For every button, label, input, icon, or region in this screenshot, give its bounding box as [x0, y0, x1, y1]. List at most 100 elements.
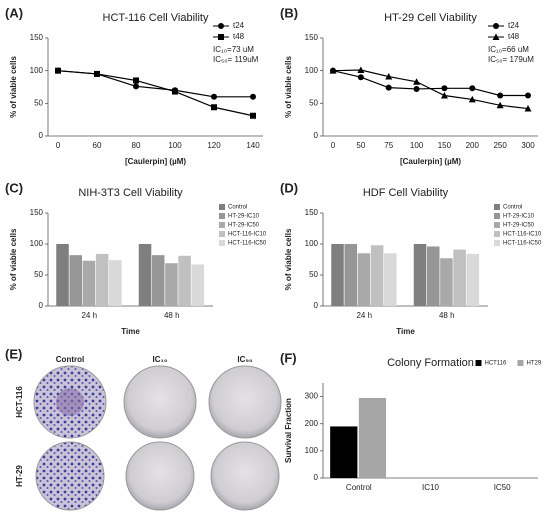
plate	[35, 441, 105, 511]
line	[332, 70, 528, 97]
marker	[218, 34, 224, 40]
legend-swatch	[219, 240, 225, 246]
y-tick-label: 0	[314, 131, 319, 140]
bar	[331, 244, 344, 306]
legend-label: t48	[233, 32, 245, 41]
legend-label: t24	[233, 21, 245, 30]
marker	[440, 91, 448, 99]
panel-label: (D)	[280, 180, 298, 195]
legend-swatch	[494, 231, 500, 237]
bar	[56, 244, 69, 306]
marker	[172, 88, 178, 95]
panel-label: (C)	[5, 180, 23, 195]
marker	[496, 101, 504, 109]
x-tick-label: 150	[438, 141, 452, 150]
legend-swatch	[517, 360, 524, 366]
y-tick-label: 0	[314, 301, 319, 310]
legend-swatch	[219, 222, 225, 228]
bar	[344, 244, 357, 306]
column-label: IC₅₀	[237, 355, 253, 364]
marker	[525, 92, 531, 99]
legend-swatch	[494, 213, 500, 219]
x-tick-label: Control	[346, 483, 372, 492]
marker	[94, 70, 100, 77]
panel-label: (B)	[280, 5, 298, 20]
y-tick-label: 50	[309, 98, 318, 107]
marker	[497, 92, 504, 99]
x-tick-label: 75	[384, 141, 393, 150]
x-tick-label: 250	[493, 141, 507, 150]
y-tick-label: 150	[305, 208, 319, 217]
x-tick-label: 100	[410, 141, 424, 150]
x-tick-label: 24 h	[81, 311, 97, 320]
x-tick-label: 100	[168, 141, 182, 150]
bar	[358, 397, 387, 478]
legend-label: HCT-116-IC50	[228, 241, 267, 247]
bar	[109, 260, 122, 306]
legend-label: HCT116	[485, 361, 508, 367]
bar	[330, 426, 358, 478]
line	[57, 70, 254, 117]
plate	[210, 441, 280, 511]
legend-label: HCT-116-IC10	[503, 232, 542, 238]
bar	[426, 246, 440, 306]
bar	[466, 253, 480, 306]
legend-label: HT-29-IC10	[503, 214, 535, 220]
y-tick-label: 100	[30, 239, 44, 248]
marker	[413, 78, 421, 85]
plate-center	[56, 388, 84, 416]
bar	[191, 264, 205, 306]
y-tick-label: 150	[30, 208, 44, 217]
y-tick-label: 50	[34, 270, 43, 279]
y-tick-label: 0	[39, 131, 44, 140]
x-tick-label: IC10	[422, 483, 439, 492]
legend-label: t48	[508, 32, 520, 41]
y-tick-label: 100	[30, 66, 44, 75]
marker	[385, 73, 393, 80]
legend-swatch	[219, 204, 225, 210]
marker	[385, 84, 392, 91]
legend-swatch	[219, 231, 225, 237]
marker	[250, 112, 256, 119]
bar	[357, 253, 371, 306]
legend-label: Control	[228, 205, 247, 211]
row-label: HT-29	[15, 465, 24, 487]
legend-swatch	[494, 240, 500, 246]
y-axis-label: % of viable cells	[9, 56, 18, 118]
marker	[211, 93, 217, 100]
marker	[492, 33, 500, 40]
chart-title: HT-29 Cell Viability	[384, 12, 477, 24]
bar	[165, 263, 178, 306]
annotation: IC₁₀=73 uM	[213, 45, 254, 54]
legend-label: HCT-116-IC10	[228, 232, 267, 238]
marker	[133, 83, 139, 90]
marker	[329, 67, 337, 74]
panel-label: (A)	[5, 5, 23, 20]
marker	[55, 67, 61, 74]
legend-label: Control	[503, 205, 522, 211]
x-axis-label: [Caulerpin] (µM)	[125, 157, 186, 166]
y-tick-label: 50	[309, 270, 318, 279]
y-tick-label: 0	[39, 301, 44, 310]
marker	[357, 74, 364, 81]
marker	[469, 85, 476, 92]
legend-label: HCT-116-IC50	[503, 241, 542, 247]
marker	[468, 95, 476, 103]
x-tick-label: 50	[356, 141, 365, 150]
marker	[524, 105, 532, 112]
bar	[453, 249, 466, 306]
x-tick-label: IC50	[494, 483, 511, 492]
x-tick-label: 300	[521, 141, 535, 150]
legend-swatch	[475, 360, 482, 366]
legend-label: HT29	[527, 361, 542, 367]
panel-label: (E)	[5, 346, 22, 361]
y-tick-label: 300	[305, 392, 319, 401]
line	[332, 69, 529, 110]
x-tick-label: 48 h	[164, 311, 180, 320]
panel-label: (F)	[280, 350, 297, 365]
marker	[133, 77, 139, 84]
bar	[440, 258, 453, 306]
chart-title: Colony Formation	[387, 357, 474, 369]
y-tick-label: 150	[30, 33, 44, 42]
